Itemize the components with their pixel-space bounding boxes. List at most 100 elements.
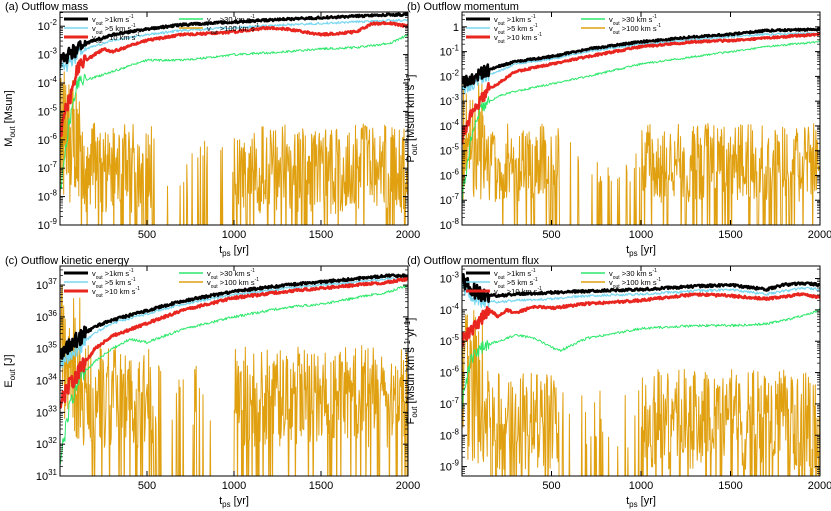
y-tick-label: 1032: [36, 436, 58, 451]
legend-label-v1: vout >1km s-1: [494, 268, 536, 281]
series-line-v100: [462, 309, 820, 476]
plot-area: [60, 12, 408, 225]
legend-label-v10: vout >10 km s-1: [92, 32, 140, 45]
y-tick-label: 10-4: [440, 118, 460, 133]
y-tick-label: 1037: [36, 277, 58, 292]
x-tick-label: 1500: [309, 480, 333, 492]
series-line-v1: [462, 27, 820, 89]
legend-label-v10: vout >10 km s-1: [494, 286, 542, 299]
legend-label-v100: vout >100 km s-1: [609, 23, 661, 36]
series-line-v5: [60, 18, 408, 77]
legend: vout >1km s-1 vout >30 km s-1 vout >5 km s…: [466, 14, 661, 45]
x-tick-label: 1000: [629, 480, 653, 492]
y-axis-label: Eout [J]: [3, 354, 17, 387]
y-tick-label: 10-2: [38, 18, 58, 33]
x-axis-label: tps [yr]: [626, 495, 656, 509]
plot-area: [60, 273, 408, 476]
x-tick-label: 1500: [309, 229, 333, 241]
legend-label-v100: vout >100 km s-1: [207, 277, 259, 290]
series-line-v100: [462, 78, 820, 225]
y-tick-label: 10-4: [440, 302, 460, 317]
chart-title: (a) Outflow mass: [5, 1, 89, 13]
chart-panel-1: 10-9 10-8 10-7 10-6 10-5 10-4 10-3 10-2 500 1000 1…: [3, 1, 420, 258]
legend-label-v1: vout >1km s-1: [92, 268, 134, 281]
series-line-v30: [60, 284, 408, 466]
series-line-v100: [60, 284, 408, 476]
legend-label-v30: vout >30 km s-1: [207, 268, 255, 281]
series-line-v5: [60, 277, 408, 369]
x-tick-label: 1000: [222, 480, 246, 492]
x-axis-label: tps [yr]: [219, 495, 249, 509]
legend-label-v10: vout >10 km s-1: [494, 32, 542, 45]
legend-label-v5: vout >5 km s-1: [494, 23, 538, 36]
legend-label-v30: vout >30 km s-1: [207, 14, 255, 27]
legend-label-v100: vout >100 km s-1: [207, 23, 259, 36]
y-tick-label: 10-7: [440, 396, 460, 411]
y-tick-label: 10-8: [440, 217, 460, 232]
plot-area: [462, 27, 820, 225]
x-tick-label: 2000: [808, 229, 831, 241]
x-axis-label: tps [yr]: [626, 244, 656, 258]
legend-label-v100: vout >100 km s-1: [609, 277, 661, 290]
x-tick-label: 500: [542, 229, 560, 241]
chart-panel-4: 10-9 10-8 10-7 10-6 10-5 10-4 10-3 500 1000 1500 2…: [403, 255, 831, 509]
x-tick-label: 2000: [396, 229, 420, 241]
x-tick-label: 1000: [629, 229, 653, 241]
series-line-v10: [60, 276, 408, 410]
chart-title: (c) Outflow kinetic energy: [5, 255, 130, 267]
series-line-v1: [60, 12, 408, 69]
y-axis-label: Mout [Msun]: [3, 90, 17, 146]
x-tick-label: 2000: [808, 480, 831, 492]
x-tick-label: 500: [138, 229, 156, 241]
chart-title: (d) Outflow momentum flux: [407, 255, 540, 267]
y-tick-label: 1036: [36, 309, 58, 324]
chart-panel-3: 1031 1032 1033 1034 1035 1036 1037 500 1000 1500 2…: [3, 255, 420, 509]
series-line-v5: [462, 31, 820, 95]
y-tick-label: 10-3: [440, 271, 460, 286]
y-axis-label: Pout [Msun km s-1]: [403, 75, 419, 163]
y-tick-label: 10-1: [440, 44, 460, 59]
y-tick-label: 10-5: [440, 143, 460, 158]
series-line-v1: [462, 273, 820, 303]
series-line-v10: [60, 21, 408, 137]
y-tick-label: 10-4: [38, 75, 58, 90]
series-line-v100: [60, 71, 408, 225]
legend: vout >1km s-1 vout >30 km s-1 vout >5 km s…: [64, 14, 259, 45]
y-axis-label: Fout [Msun km s-1 yr-1]: [403, 318, 419, 425]
y-tick-label: 10-8: [38, 189, 58, 204]
y-tick-label: 1034: [36, 373, 58, 388]
y-tick-label: 10-3: [38, 47, 58, 62]
y-tick-label: 1: [453, 22, 459, 34]
y-tick-label: 10-9: [440, 459, 460, 474]
y-tick-label: 1035: [36, 341, 58, 356]
x-tick-label: 500: [542, 480, 560, 492]
legend-label-v5: vout >5 km s-1: [92, 23, 136, 36]
legend-label-v10: vout >10 km s-1: [92, 286, 140, 299]
x-tick-label: 2000: [396, 480, 420, 492]
series-line-v30: [462, 40, 820, 207]
y-tick-label: 1031: [36, 468, 58, 483]
y-tick-label: 10-6: [440, 167, 460, 182]
series-line-v10: [462, 32, 820, 145]
legend-label-v30: vout >30 km s-1: [609, 14, 657, 27]
series-line-v1: [60, 273, 408, 360]
x-axis-label: tps [yr]: [219, 244, 249, 258]
legend-label-v1: vout >1km s-1: [92, 14, 134, 27]
chart-title: (b) Outflow momentum: [407, 1, 519, 13]
y-tick-label: 10-5: [440, 333, 460, 348]
series-line-v30: [60, 33, 408, 191]
y-tick-label: 1033: [36, 404, 58, 419]
series-line-v30: [462, 308, 820, 410]
plot-area: [462, 273, 820, 476]
x-tick-label: 1500: [718, 480, 742, 492]
y-tick-label: 10-2: [440, 68, 460, 83]
y-tick-label: 10-6: [38, 132, 58, 147]
legend-label-v30: vout >30 km s-1: [609, 268, 657, 281]
series-line-v10: [462, 292, 820, 348]
legend-label-v1: vout >1km s-1: [494, 14, 536, 27]
legend-label-v5: vout >5 km s-1: [494, 277, 538, 290]
legend: vout >1km s-1 vout >30 km s-1 vout >5 km s…: [466, 268, 661, 299]
legend-label-v5: vout >5 km s-1: [92, 277, 136, 290]
y-tick-label: 10-6: [440, 365, 460, 380]
